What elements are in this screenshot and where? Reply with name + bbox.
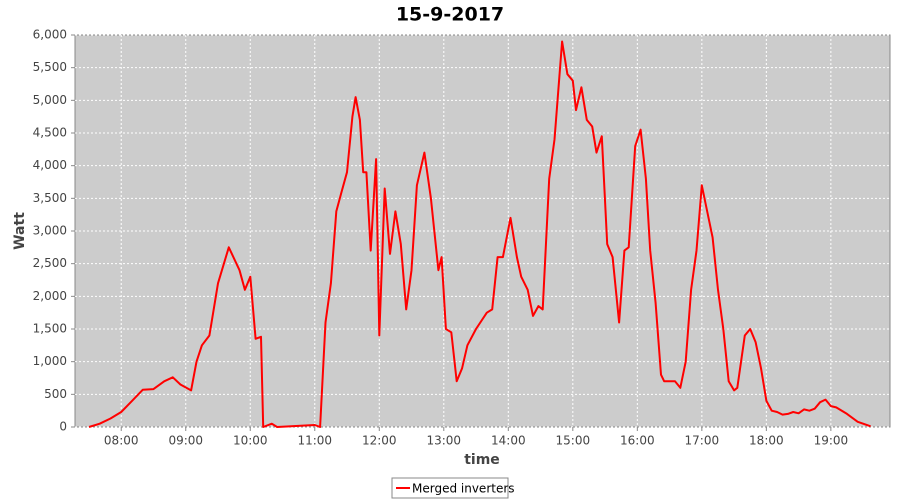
x-tick-label: 10:00 xyxy=(233,434,268,448)
y-tick-label: 5,000 xyxy=(33,93,67,107)
y-tick-label: 3,000 xyxy=(33,224,67,238)
y-tick-label: 4,000 xyxy=(33,158,67,172)
y-tick-label: 1,000 xyxy=(33,354,67,368)
x-tick-label: 17:00 xyxy=(685,434,720,448)
y-axis-label: Watt xyxy=(12,212,28,250)
y-tick-label: 3,500 xyxy=(33,191,67,205)
x-tick-label: 14:00 xyxy=(491,434,526,448)
x-tick-label: 09:00 xyxy=(168,434,203,448)
x-tick-label: 08:00 xyxy=(104,434,139,448)
y-tick-label: 1,500 xyxy=(33,322,67,336)
x-tick-label: 19:00 xyxy=(814,434,849,448)
x-tick-label: 15:00 xyxy=(556,434,591,448)
x-tick-label: 13:00 xyxy=(426,434,461,448)
x-tick-label: 16:00 xyxy=(620,434,655,448)
x-tick-label: 11:00 xyxy=(297,434,332,448)
x-axis-label: time xyxy=(464,452,500,468)
y-tick-label: 500 xyxy=(44,387,67,401)
x-tick-label: 18:00 xyxy=(749,434,784,448)
y-tick-label: 2,000 xyxy=(33,289,67,303)
y-tick-label: 0 xyxy=(59,420,67,434)
x-tick-label: 12:00 xyxy=(362,434,397,448)
plot-area xyxy=(74,34,891,428)
chart-title: 15-9-2017 xyxy=(396,4,504,26)
legend xyxy=(391,477,509,499)
series-line xyxy=(88,40,871,428)
legend-label: Merged inverters xyxy=(412,482,515,496)
y-tick-label: 6,000 xyxy=(33,28,67,42)
y-tick-label: 5,500 xyxy=(33,60,67,74)
y-tick-label: 4,500 xyxy=(33,126,67,140)
y-tick-label: 2,500 xyxy=(33,256,67,270)
